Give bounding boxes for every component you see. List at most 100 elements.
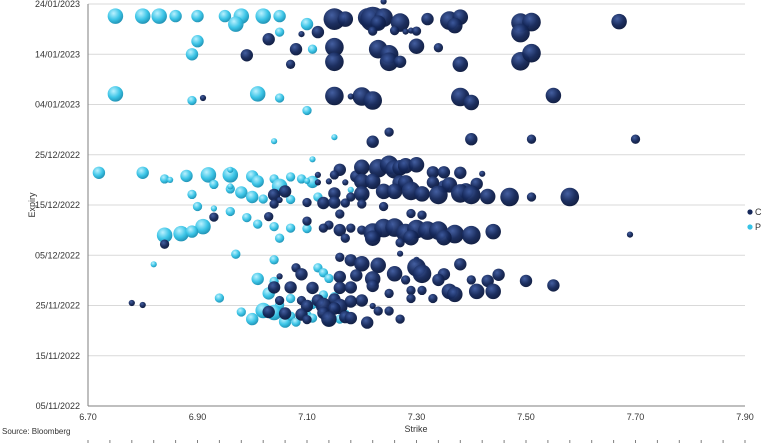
bubble-C	[344, 281, 357, 294]
bubble-P	[274, 233, 285, 243]
source-note: Source: Bloomberg	[2, 427, 70, 436]
bubble-C	[395, 238, 405, 248]
legend-marker-P	[747, 224, 753, 230]
bubble-C	[417, 285, 427, 296]
bubble-P	[191, 9, 204, 23]
bubble-P	[214, 293, 225, 303]
bubble-C	[408, 38, 425, 54]
series-C	[128, 0, 641, 329]
bubble-C	[295, 268, 308, 281]
bubble-C	[159, 239, 170, 249]
bubble-C	[436, 229, 452, 246]
bubble-C	[366, 279, 379, 293]
bubble-C	[411, 26, 422, 36]
series-P	[92, 8, 365, 328]
bubble-C	[522, 43, 541, 63]
bubble-C	[511, 23, 530, 43]
bubble-C	[630, 134, 641, 144]
bubble-C	[462, 185, 481, 205]
bubble-C	[302, 216, 312, 226]
bubble-C	[368, 26, 378, 36]
bubble-P	[309, 156, 316, 163]
bubble-C	[302, 197, 312, 208]
bubble-C	[333, 270, 346, 284]
bubble-P	[167, 176, 174, 183]
bubble-C	[354, 256, 370, 272]
bubble-C	[267, 281, 281, 294]
bubble-C	[278, 307, 292, 320]
y-tick-label: 24/01/2023	[35, 0, 80, 9]
bubble-C	[328, 196, 341, 209]
bubble-C	[311, 25, 325, 39]
bubble-P	[242, 212, 252, 223]
bubble-C	[452, 56, 469, 73]
bubble-C	[333, 281, 346, 295]
bubble-C	[560, 187, 580, 207]
bubble-C	[284, 281, 297, 294]
bubble-C	[406, 285, 416, 296]
bubble-C	[378, 201, 389, 212]
bubble-C	[547, 279, 560, 292]
bubble-C	[240, 49, 253, 62]
bubble-P	[331, 134, 338, 141]
bubble-C	[364, 230, 381, 246]
bubble-C	[400, 275, 411, 285]
bubble-C	[209, 212, 219, 222]
bubble-C	[379, 52, 399, 72]
bubble-C	[526, 134, 537, 144]
bubble-C	[468, 283, 485, 300]
bubble-P	[173, 225, 189, 242]
y-tick-label: 25/12/2022	[35, 150, 80, 160]
bubble-C	[526, 192, 537, 202]
bubble-P	[285, 194, 296, 205]
bubble-C	[267, 188, 281, 202]
bubble-C	[384, 288, 394, 299]
bubble-C	[328, 187, 341, 200]
bubble-C	[274, 295, 285, 306]
bubble-C	[354, 173, 370, 190]
bubble-C	[262, 305, 275, 319]
y-tick-label: 05/12/2022	[35, 250, 80, 260]
x-axis-title: Strike	[404, 424, 427, 434]
bubble-C	[347, 93, 354, 100]
bubble-C	[428, 293, 438, 304]
bubble-P	[324, 273, 334, 284]
bubble-C	[454, 166, 467, 179]
y-tick-label: 25/11/2022	[36, 301, 80, 311]
bubble-C	[199, 94, 207, 102]
bubble-C	[454, 258, 467, 271]
bubble-C	[329, 170, 340, 180]
bubble-C	[278, 185, 292, 198]
bubble-P	[273, 9, 286, 23]
bubble-P	[285, 293, 296, 304]
bubble-C	[429, 185, 448, 205]
bubble-C	[408, 157, 425, 173]
y-tick-label: 14/01/2023	[35, 49, 80, 59]
bubble-C	[437, 166, 451, 179]
x-tick-label: 7.90	[736, 412, 754, 422]
y-tick-label: 05/11/2022	[36, 401, 80, 411]
bubble-C	[421, 12, 434, 26]
bubble-P	[249, 86, 266, 102]
bubble-C	[375, 183, 392, 200]
bubble-P	[285, 172, 296, 182]
bubble-C	[463, 94, 480, 111]
bubble-P	[151, 8, 167, 24]
bubble-C	[350, 269, 363, 282]
bubble-P	[180, 169, 193, 183]
y-tick-label: 04/01/2023	[35, 100, 80, 110]
bubble-C	[128, 299, 135, 307]
bubble-C	[485, 283, 501, 300]
bubble-C	[269, 199, 279, 209]
bubble-C	[545, 87, 562, 104]
bubble-C	[395, 314, 405, 324]
bubble-P	[303, 177, 311, 184]
bubble-C	[384, 306, 394, 316]
bubble-P	[225, 206, 235, 217]
bubble-C	[325, 178, 332, 185]
axes	[87, 4, 745, 407]
bubble-P	[236, 307, 246, 317]
bubble-P	[92, 166, 106, 179]
legend-label-C: C	[755, 207, 762, 217]
bubble-C	[298, 30, 305, 38]
